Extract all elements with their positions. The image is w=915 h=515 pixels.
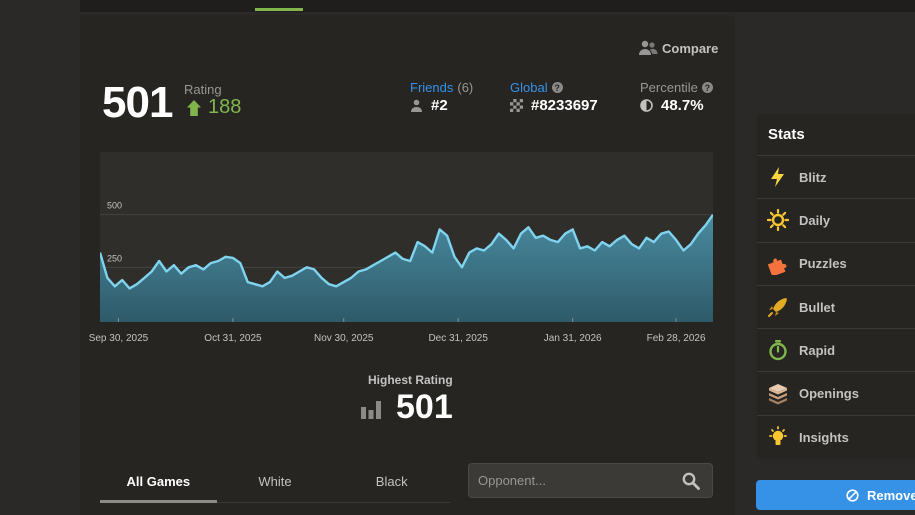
chart-y-tick-label: 500 bbox=[107, 201, 122, 211]
stats-item-label: Daily bbox=[799, 212, 831, 228]
top-navigation-bar bbox=[0, 0, 915, 12]
chart-series-line bbox=[100, 214, 713, 290]
rating-label: Rating bbox=[184, 82, 222, 97]
highest-rating: 501 bbox=[360, 388, 453, 427]
chart-x-tick-label: Oct 31, 2025 bbox=[204, 333, 262, 344]
stats-item-insights[interactable]: Insights bbox=[757, 416, 915, 459]
stats-item-puzzles[interactable]: Puzzles bbox=[757, 243, 915, 286]
stats-item-blitz[interactable]: Blitz bbox=[757, 156, 915, 200]
remove-button-label: Remove bbox=[867, 487, 915, 503]
opponent-search bbox=[468, 463, 713, 498]
chart-y-tick-label: 250 bbox=[107, 253, 122, 263]
highest-rating-label: Highest Rating bbox=[368, 373, 453, 387]
stats-item-label: Insights bbox=[799, 429, 849, 445]
stats-item-openings[interactable]: Openings bbox=[757, 372, 915, 416]
percentile-value: 48.7% bbox=[661, 97, 704, 114]
stats-panel: Stats Blitz Daily Puzzles Bull bbox=[757, 114, 915, 459]
help-icon[interactable]: ? bbox=[701, 82, 713, 93]
chart-area bbox=[100, 214, 713, 322]
rating-chart[interactable]: 0250500 bbox=[100, 152, 713, 322]
globe-checker-icon bbox=[510, 99, 523, 112]
stats-item-label: Blitz bbox=[799, 169, 827, 185]
tab-white[interactable]: White bbox=[258, 474, 292, 489]
person-icon bbox=[411, 99, 422, 112]
sun-icon bbox=[767, 209, 789, 232]
arrow-up-icon bbox=[187, 99, 201, 116]
help-icon[interactable]: ? bbox=[551, 82, 563, 93]
chart-x-axis: Sep 30, 2025 Oct 31, 2025 Nov 30, 2025 Dec … bbox=[89, 333, 713, 347]
books-icon bbox=[769, 383, 787, 405]
lightning-icon bbox=[771, 167, 784, 188]
chart-x-tick-label: Nov 30, 2025 bbox=[313, 333, 374, 344]
highest-rating-value: 501 bbox=[396, 388, 453, 426]
compare-button[interactable]: Compare bbox=[638, 40, 718, 56]
stats-item-rapid[interactable]: Rapid bbox=[757, 329, 915, 373]
friends-rank[interactable]: Friends (6) #2 bbox=[410, 80, 473, 114]
global-rank-value: #8233697 bbox=[531, 97, 598, 114]
half-circle-icon bbox=[640, 99, 653, 112]
rating-change: 188 bbox=[186, 96, 241, 119]
friends-label: Friends bbox=[410, 80, 454, 95]
bar-chart-icon bbox=[361, 400, 381, 419]
lightbulb-icon bbox=[769, 426, 787, 446]
stopwatch-icon bbox=[769, 340, 787, 361]
stats-item-bullet[interactable]: Bullet bbox=[757, 286, 915, 330]
stats-item-daily[interactable]: Daily bbox=[757, 199, 915, 243]
chart-x-tick-label: Jan 31, 2026 bbox=[543, 333, 602, 344]
rocket-icon bbox=[768, 298, 787, 318]
friends-count: (6) bbox=[457, 80, 474, 95]
percentile-stat: Percentile ? 48.7% bbox=[640, 80, 713, 114]
stats-item-label: Puzzles bbox=[799, 256, 847, 272]
opponent-search-input[interactable] bbox=[469, 464, 679, 497]
left-gutter bbox=[0, 0, 80, 515]
rating-chart-svg: 0250500 bbox=[100, 201, 713, 322]
active-nav-indicator bbox=[255, 8, 303, 11]
chart-x-tick-label: Feb 28, 2026 bbox=[646, 333, 706, 344]
global-rank[interactable]: Global ? #8233697 bbox=[510, 80, 598, 114]
compare-label: Compare bbox=[662, 40, 719, 56]
game-color-tabs: All Games White Black bbox=[100, 465, 450, 503]
percentile-label: Percentile bbox=[640, 80, 698, 95]
users-icon bbox=[639, 40, 658, 55]
remove-button[interactable]: Remove bbox=[756, 480, 915, 510]
search-icon[interactable] bbox=[682, 472, 700, 490]
current-rating: 501 bbox=[102, 78, 173, 127]
puzzle-icon bbox=[767, 258, 787, 275]
rating-change-value: 188 bbox=[208, 96, 242, 118]
global-label: Global bbox=[510, 80, 548, 95]
chart-x-tick-label: Dec 31, 2025 bbox=[428, 333, 488, 344]
stats-title: Stats bbox=[757, 114, 915, 156]
stats-item-label: Openings bbox=[799, 386, 859, 402]
stats-item-label: Bullet bbox=[799, 299, 836, 315]
stats-item-label: Rapid bbox=[799, 342, 836, 358]
tab-black[interactable]: Black bbox=[375, 474, 408, 489]
chart-x-tick-label: Sep 30, 2025 bbox=[88, 333, 149, 344]
friends-rank-value: #2 bbox=[431, 97, 448, 114]
tab-all-games[interactable]: All Games bbox=[100, 465, 217, 503]
block-icon bbox=[846, 488, 859, 502]
